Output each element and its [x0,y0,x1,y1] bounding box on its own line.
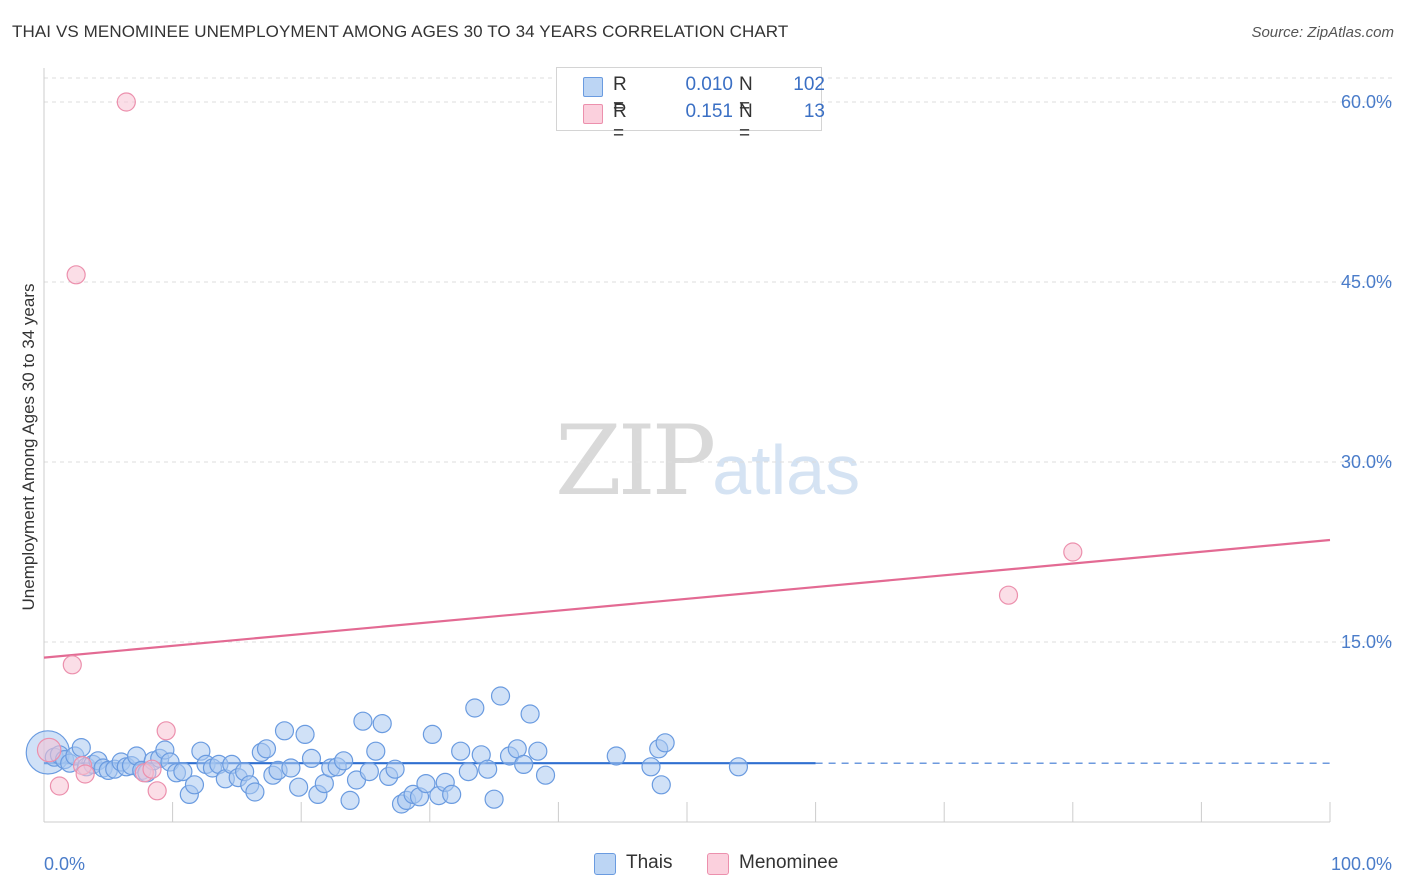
thais-point [451,741,471,761]
thais-point [465,698,485,718]
menominee-point [116,92,136,112]
thais-point [416,773,436,794]
thais-point [442,784,462,805]
thais-point [245,782,265,802]
thais-point [274,721,295,741]
bottom-thais-swatch [594,853,616,875]
thais-point [281,758,301,778]
thais-point [606,746,626,766]
thais-point [295,724,315,745]
thais-point [385,759,405,779]
thais-point [359,761,379,782]
thais-n-value: 102 [793,74,825,95]
menominee-n-value: 13 [803,101,825,122]
menominee-point [998,585,1019,605]
thais-point [728,757,749,777]
thais-point [651,775,671,795]
menominee-n-label: N = [739,101,753,144]
watermark-atlas: atlas [712,431,861,509]
bottom-menominee-swatch [707,853,729,875]
menominee-point [49,776,70,796]
y-tick-label: 60.0% [1341,92,1392,112]
watermark-zip: ZIP [555,405,716,517]
menominee-r-value: 0.151 [685,101,733,122]
watermark: ZIPatlas [555,405,860,517]
thais-point [353,711,373,731]
thais-point [372,713,392,734]
thais-point [71,737,91,758]
menominee-point [66,265,86,285]
thais-point [184,775,205,795]
x-tick-label: 100.0% [1331,854,1392,874]
menominee-point [142,759,162,779]
thais-r-label: R = [613,74,627,117]
thais-point [340,790,360,811]
thais-point [301,748,322,769]
thais-n-label: N = [739,74,753,117]
thais-point [535,765,556,785]
menominee-trend-line [43,538,1331,659]
thais-point [520,704,540,724]
thais-point [173,761,193,782]
thais-r-value: 0.010 [685,74,733,95]
thais-point [366,741,386,761]
thais-point [478,759,498,779]
stats-legend: R = 0.010 N = 102 R = 0.151 N = 13 [556,67,825,144]
thais-point [490,686,511,706]
chart-title: THAI VS MENOMINEE UNEMPLOYMENT AMONG AGE… [12,22,789,41]
y-tick-label: 45.0% [1341,272,1392,292]
thais-point [334,751,354,771]
label-layer: 15.0% 30.0% 45.0% 60.0% 0.0% 100.0% Unemployme… [19,92,1392,874]
menominee-point [1063,542,1083,562]
x-tick-label: 0.0% [44,854,85,874]
thais-point [422,724,442,745]
trend-layer [43,538,1331,765]
menominee-swatch [583,104,603,124]
y-tick-label: 15.0% [1341,632,1392,652]
thais-point [528,741,548,761]
menominee-point [62,655,82,675]
thais-point [458,761,478,782]
axis-layer [43,68,1331,823]
menominee-point [36,737,62,763]
grid-layer [44,77,1392,643]
thais-swatch [583,77,603,97]
thais-point [655,733,675,753]
thais-point [641,757,661,777]
point-layer [25,92,1083,814]
source-credit: Source: ZipAtlas.com [1251,24,1394,41]
menominee-r-label: R = [613,101,627,144]
menominee-point [156,721,176,741]
thais-point [256,739,277,759]
y-axis-label: Unemployment Among Ages 30 to 34 years [19,284,38,611]
y-tick-label: 30.0% [1341,452,1392,472]
thais-point [484,789,504,809]
thais-point [514,754,534,775]
menominee-point [75,764,95,784]
bottom-menominee-label: Menominee [739,852,839,873]
bottom-thais-label: Thais [626,852,673,873]
menominee-point [147,781,167,801]
thais-point [289,777,309,797]
